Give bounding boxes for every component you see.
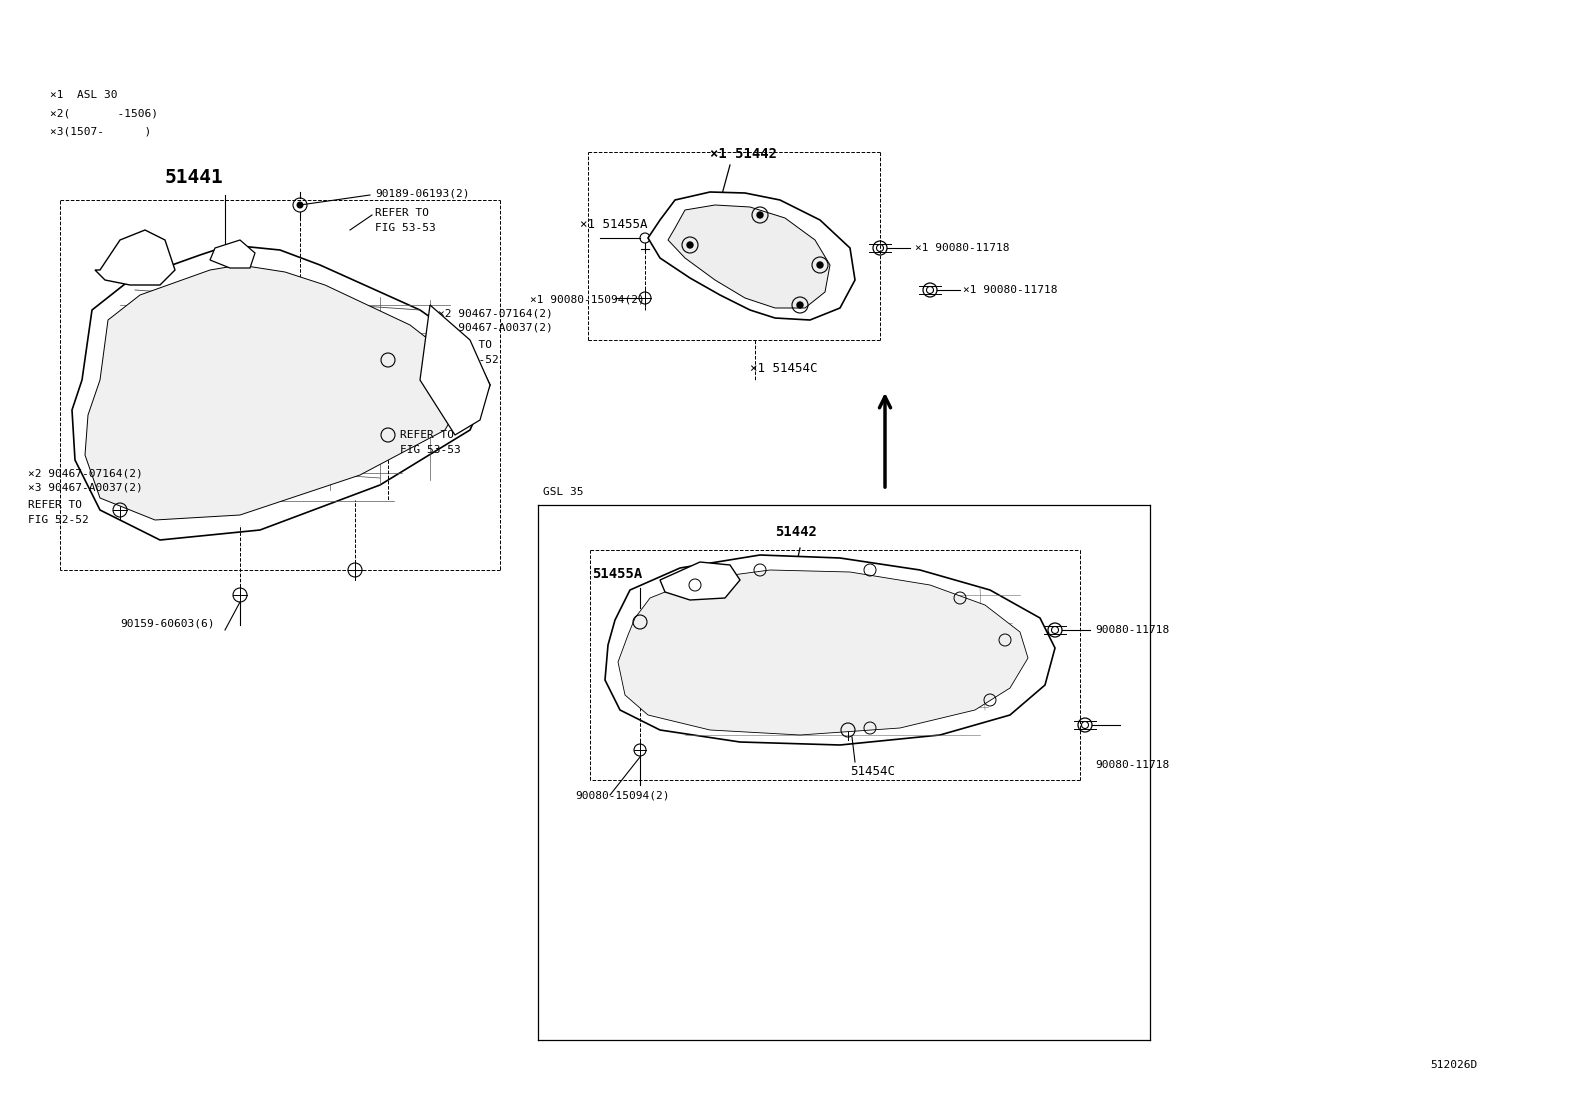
Circle shape — [758, 212, 763, 218]
Polygon shape — [420, 306, 490, 435]
Text: 90080-15094(2): 90080-15094(2) — [575, 790, 670, 800]
Polygon shape — [618, 570, 1028, 735]
Text: FIG 52-52: FIG 52-52 — [438, 355, 498, 365]
Polygon shape — [96, 230, 175, 285]
Text: REFER TO: REFER TO — [29, 500, 83, 510]
Text: ×1 51442: ×1 51442 — [710, 147, 777, 160]
Text: FIG 53-53: FIG 53-53 — [400, 445, 460, 455]
Text: ×2 90467-07164(2): ×2 90467-07164(2) — [438, 308, 552, 318]
Text: ×2 90467-07164(2): ×2 90467-07164(2) — [29, 468, 143, 478]
Text: 90080-11718: 90080-11718 — [1095, 625, 1169, 635]
Text: 90080-11718: 90080-11718 — [1095, 761, 1169, 770]
Text: REFER TO: REFER TO — [438, 340, 492, 349]
Polygon shape — [84, 265, 465, 520]
Circle shape — [298, 202, 302, 208]
Text: REFER TO: REFER TO — [376, 208, 428, 218]
Text: ×3 90467-A0037(2): ×3 90467-A0037(2) — [438, 323, 552, 333]
Text: ×1 90080-11718: ×1 90080-11718 — [915, 243, 1009, 253]
Text: FIG 53-53: FIG 53-53 — [376, 223, 436, 233]
Polygon shape — [605, 555, 1055, 745]
Circle shape — [817, 262, 823, 268]
Text: ×1 51455A: ×1 51455A — [579, 218, 648, 231]
Text: ×3 90467-A0037(2): ×3 90467-A0037(2) — [29, 482, 143, 493]
Text: ×1 90080-15094(2): ×1 90080-15094(2) — [530, 295, 645, 306]
Polygon shape — [648, 192, 855, 320]
Polygon shape — [210, 240, 255, 268]
Text: 90189-06193(2): 90189-06193(2) — [376, 188, 470, 198]
Polygon shape — [669, 206, 829, 308]
Polygon shape — [72, 245, 490, 540]
Circle shape — [688, 242, 693, 248]
Text: FIG 52-52: FIG 52-52 — [29, 515, 89, 525]
Text: 51455A: 51455A — [592, 567, 642, 581]
Text: 512026D: 512026D — [1430, 1061, 1477, 1070]
Text: 51454C: 51454C — [850, 765, 895, 778]
Text: ×2(       -1506): ×2( -1506) — [49, 108, 158, 118]
Text: ×3(1507-      ): ×3(1507- ) — [49, 126, 151, 136]
Text: GSL 35: GSL 35 — [543, 487, 584, 497]
Text: 51442: 51442 — [775, 525, 817, 539]
Text: ×1  ASL 30: ×1 ASL 30 — [49, 90, 118, 100]
Polygon shape — [661, 562, 740, 600]
Circle shape — [798, 302, 802, 308]
Text: REFER TO: REFER TO — [400, 430, 454, 440]
Text: 90159-60603(6): 90159-60603(6) — [119, 618, 215, 628]
Text: 51441: 51441 — [166, 168, 224, 187]
Text: ×1 90080-11718: ×1 90080-11718 — [963, 285, 1057, 295]
Text: ×1 51454C: ×1 51454C — [750, 362, 818, 375]
